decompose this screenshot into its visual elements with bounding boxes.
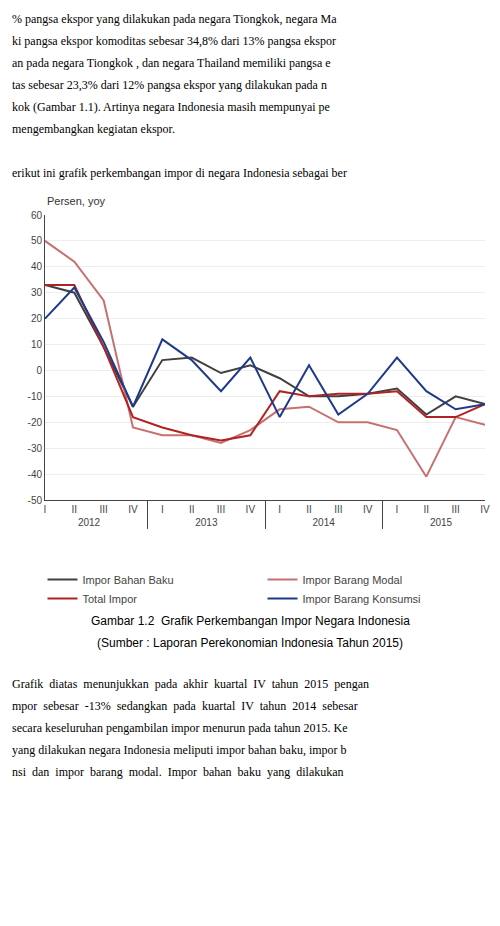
svg-text:III: III bbox=[217, 504, 225, 515]
svg-text:Total Impor: Total Impor bbox=[83, 593, 138, 605]
svg-text:I: I bbox=[161, 504, 164, 515]
svg-text:-20: -20 bbox=[28, 417, 43, 428]
svg-text:2015: 2015 bbox=[430, 517, 453, 528]
svg-text:Impor Barang Konsumsi: Impor Barang Konsumsi bbox=[303, 593, 421, 605]
svg-text:secara keseluruhan pengambilan: secara keseluruhan pengambilan impor men… bbox=[12, 721, 348, 735]
svg-text:-30: -30 bbox=[28, 443, 43, 454]
svg-text:-40: -40 bbox=[28, 469, 43, 480]
svg-text:nsi dan impor barang modal: nsi dan impor barang modal. Impor bahan … bbox=[12, 765, 344, 779]
svg-text:-50: -50 bbox=[28, 495, 43, 506]
svg-text:IV: IV bbox=[246, 504, 256, 515]
svg-text:tas sebesar 23,3% dari 12% pan: tas sebesar 23,3% dari 12% pangsa ekspor… bbox=[12, 78, 327, 92]
svg-text:Grafik diatas menunjukkan p: Grafik diatas menunjukkan pada akhir kua… bbox=[12, 677, 369, 691]
svg-text:Impor Barang Modal: Impor Barang Modal bbox=[303, 574, 403, 586]
svg-text:0: 0 bbox=[36, 365, 42, 376]
svg-text:mengembangkan kegiatan ekspor.: mengembangkan kegiatan ekspor. bbox=[12, 122, 175, 136]
svg-text:III: III bbox=[451, 504, 459, 515]
svg-text:-10: -10 bbox=[28, 391, 43, 402]
svg-text:30: 30 bbox=[31, 287, 43, 298]
svg-text:40: 40 bbox=[31, 261, 43, 272]
svg-text:erikut ini grafik perkembangan: erikut ini grafik perkembangan impor di … bbox=[12, 166, 347, 180]
svg-text:2013: 2013 bbox=[195, 517, 218, 528]
svg-text:I: I bbox=[396, 504, 399, 515]
svg-text:I: I bbox=[44, 504, 47, 515]
svg-text:IV: IV bbox=[480, 504, 490, 515]
svg-text:(Sumber : Laporan Perekonomian: (Sumber : Laporan Perekonomian Indonesia… bbox=[97, 636, 403, 650]
svg-text:10: 10 bbox=[31, 339, 43, 350]
svg-text:Gambar 1.2 Grafik Perkembanga: Gambar 1.2 Grafik Perkembangan Impor Neg… bbox=[91, 614, 410, 628]
svg-text:II: II bbox=[72, 504, 78, 515]
svg-text:ki pangsa ekspor komoditas seb: ki pangsa ekspor komoditas sebesar 34,8%… bbox=[12, 34, 336, 48]
svg-text:% pangsa ekspor yang dilakukan: % pangsa ekspor yang dilakukan pada nega… bbox=[12, 12, 337, 26]
svg-text:II: II bbox=[189, 504, 195, 515]
svg-text:Impor Bahan Baku: Impor Bahan Baku bbox=[83, 574, 174, 586]
svg-text:2012: 2012 bbox=[78, 517, 101, 528]
svg-text:2014: 2014 bbox=[313, 517, 336, 528]
svg-text:II: II bbox=[424, 504, 430, 515]
svg-text:mpor sebesar -13% sedangkan: mpor sebesar -13% sedangkan pada kuartal… bbox=[12, 699, 358, 713]
svg-text:IV: IV bbox=[363, 504, 373, 515]
svg-text:20: 20 bbox=[31, 313, 43, 324]
svg-text:III: III bbox=[99, 504, 107, 515]
svg-text:IV: IV bbox=[128, 504, 138, 515]
svg-text:II: II bbox=[306, 504, 312, 515]
svg-text:50: 50 bbox=[31, 235, 43, 246]
svg-text:kok (Gambar 1.1). Artinya nega: kok (Gambar 1.1). Artinya negara Indones… bbox=[12, 100, 330, 114]
svg-text:I: I bbox=[278, 504, 281, 515]
svg-text:III: III bbox=[334, 504, 342, 515]
svg-text:60: 60 bbox=[31, 210, 43, 221]
svg-text:Persen, yoy: Persen, yoy bbox=[47, 195, 106, 207]
svg-text:an pada negara Tiongkok , dan: an pada negara Tiongkok , dan negara Tha… bbox=[12, 56, 331, 70]
svg-text:yang dilakukan negara Indonesi: yang dilakukan negara Indonesia meliputi… bbox=[12, 743, 347, 757]
